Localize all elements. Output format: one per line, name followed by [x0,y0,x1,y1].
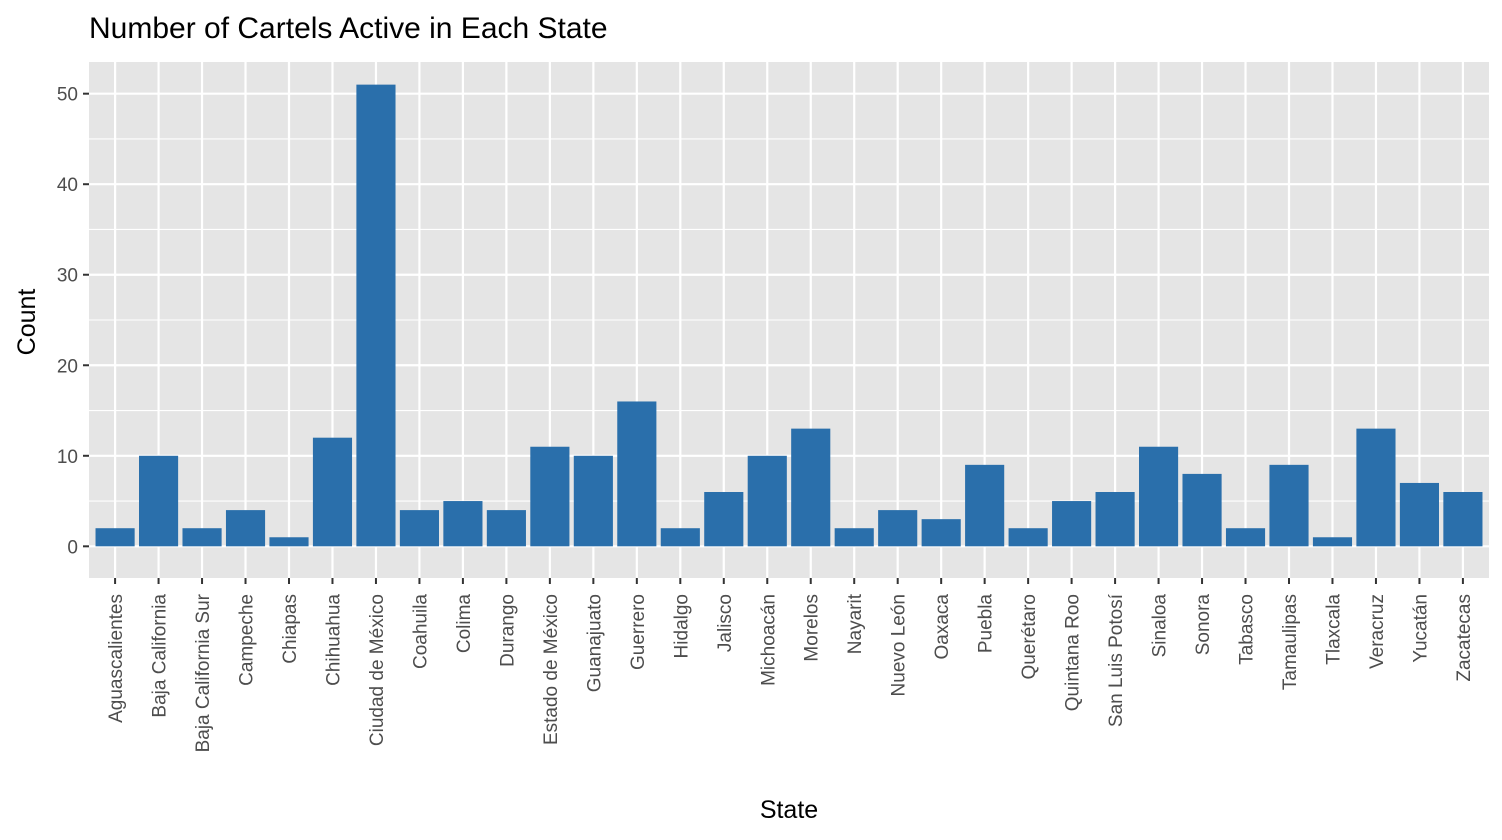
bar [1008,528,1048,547]
x-tick-label: Hidalgo [671,594,692,658]
bar [1095,492,1135,547]
x-tick-label: Coahuila [410,594,431,669]
y-tick-label: 20 [57,356,78,377]
x-tick-label: Jalisco [715,594,736,652]
x-tick-label: Yucatán [1410,594,1431,663]
x-tick-label: Querétaro [1019,594,1040,680]
x-tick-label: Baja California [150,594,171,718]
bar [1399,482,1439,547]
x-tick-label: Durango [497,594,518,667]
bars [95,84,1483,547]
x-tick-label: Colima [454,594,475,654]
y-tick-label: 50 [57,85,78,106]
y-axis: 0 10 20 30 40 50 [57,85,89,558]
y-axis-title: Count [13,289,41,356]
bar [269,537,309,547]
chart-title: Number of Cartels Active in Each State [89,12,608,45]
x-tick-label: Campeche [237,594,258,686]
y-tick-label: 0 [67,537,78,558]
x-tick-label: Zacatecas [1454,594,1475,682]
x-tick-label: Tabasco [1237,594,1258,665]
x-tick-label: Chihuahua [323,594,344,686]
bar [1312,537,1353,547]
y-tick-label: 30 [57,266,78,287]
x-tick-label: Estado de México [541,594,562,745]
x-tick-label: Oaxaca [932,594,953,660]
bar [573,455,613,547]
bar [1225,528,1266,547]
bar [312,437,353,547]
bar [1182,473,1222,547]
bar [704,492,744,547]
bar [139,455,179,547]
bar [1356,428,1396,547]
bar [95,528,135,547]
bar [1443,492,1483,547]
bar [182,528,222,547]
bar [1139,446,1179,547]
x-tick-label: Sinaloa [1150,594,1171,658]
x-tick-label: Guanajuato [584,594,605,692]
x-tick-label: Michoacán [758,594,779,686]
x-tick-label: Tamaulipas [1280,594,1301,690]
bar [399,510,439,547]
x-tick-label: Guerrero [628,594,649,670]
x-tick-label: Morelos [802,594,823,662]
bar [225,510,266,547]
x-tick-label: Puebla [976,594,997,654]
x-tick-label: Baja California Sur [193,593,214,752]
x-tick-label: Quintana Roo [1063,594,1084,711]
x-tick-label: Sonora [1193,594,1214,656]
bar [747,455,787,547]
y-tick-label: 10 [57,447,78,468]
bar [530,446,570,547]
x-tick-label: San Luis Potosí [1106,593,1127,727]
bar [1052,501,1092,547]
x-tick-label: Tlaxcala [1323,594,1344,665]
bar [660,528,700,547]
x-tick-label: Veracruz [1367,594,1388,669]
x-axis-title: State [760,796,818,824]
y-tick-label: 40 [57,175,78,196]
bar [965,464,1005,547]
x-axis: Aguascalientes Baja California Baja Califo… [106,578,1475,752]
bar [486,510,526,547]
x-tick-label: Nuevo León [889,594,910,696]
bar [834,528,874,547]
x-tick-label: Nayarit [845,593,866,654]
bar [356,84,396,547]
x-tick-label: Ciudad de México [367,594,388,746]
x-tick-label: Aguascalientes [106,594,127,723]
bar [878,510,918,547]
x-tick-label: Chiapas [280,594,301,664]
bar [1269,464,1309,547]
bar [617,401,657,547]
bar [791,428,831,547]
bar [443,501,483,547]
bar [921,519,961,547]
